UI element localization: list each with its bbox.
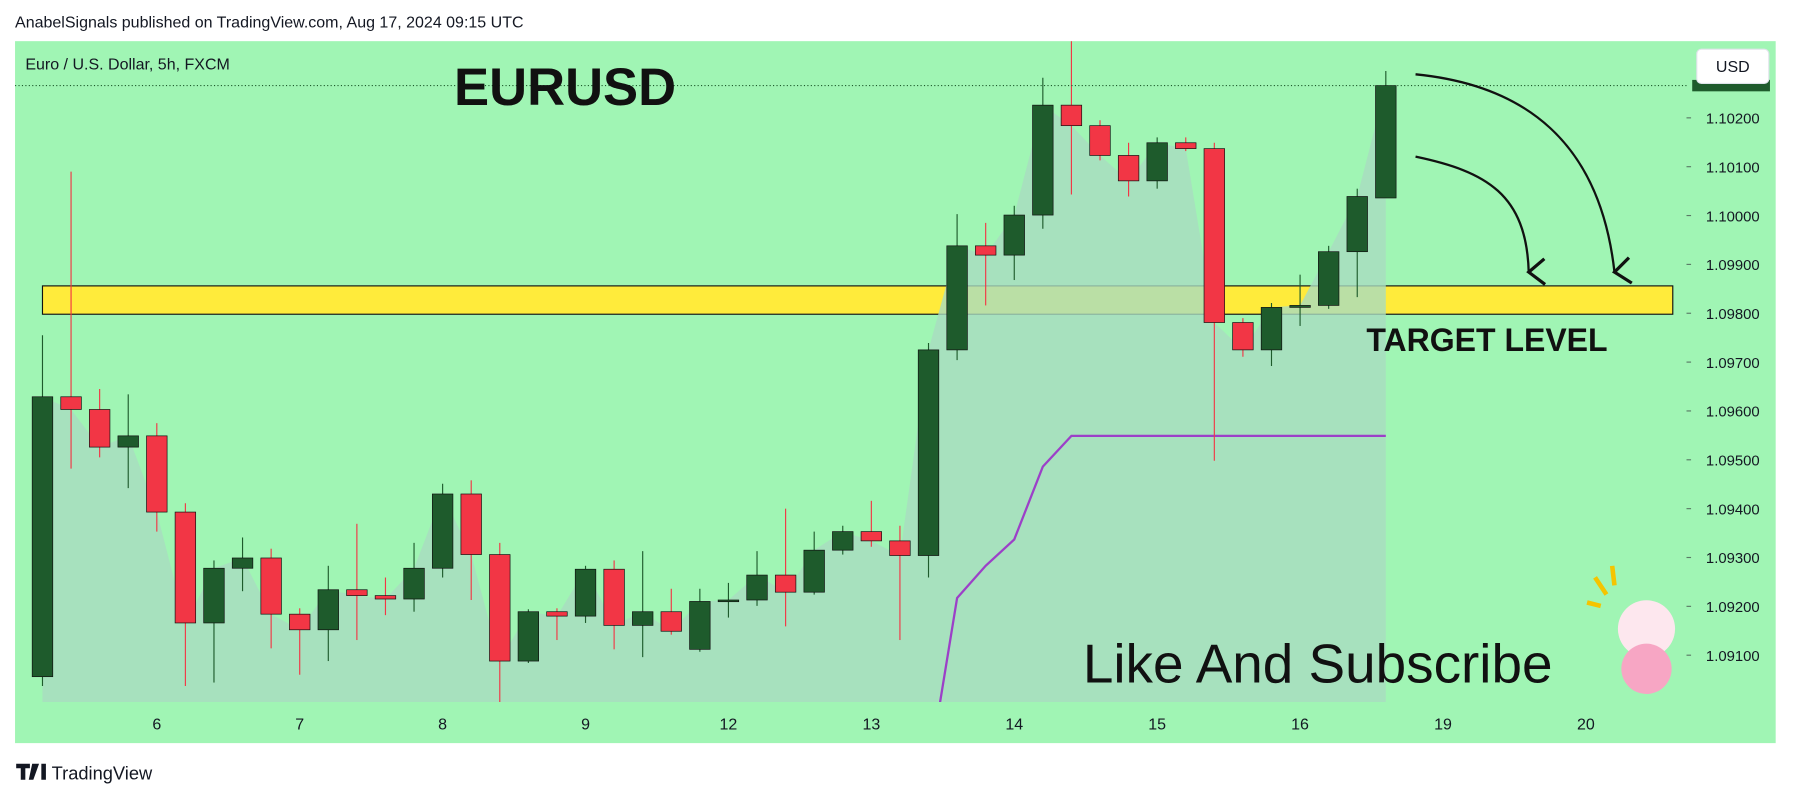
candle-body	[174, 511, 197, 624]
candle-body	[546, 611, 568, 617]
candle-body	[860, 531, 882, 542]
y-tick-label: 1.09900	[1706, 258, 1760, 274]
candle-body	[289, 613, 311, 631]
x-tick-label: 16	[1291, 716, 1309, 733]
candle-body	[260, 557, 282, 615]
currency-button[interactable]	[1696, 48, 1770, 85]
x-tick-label: 8	[438, 716, 447, 733]
candle-body	[803, 549, 825, 593]
candle-body	[632, 611, 654, 626]
annotation: TARGET LEVEL	[1366, 322, 1607, 358]
candle-body	[717, 599, 740, 603]
candle-body	[1289, 305, 1311, 308]
footer-brand: TradingView	[52, 763, 153, 784]
y-tick-label: 1.09400	[1706, 502, 1760, 518]
y-tick-label: 1.09100	[1706, 649, 1760, 665]
candle-body	[489, 554, 511, 662]
close-area	[42, 85, 1386, 702]
candle-body	[460, 493, 482, 555]
annotation: Like And Subscribe	[1083, 633, 1553, 695]
x-tick-label: 14	[1005, 716, 1023, 733]
candle-body	[1175, 142, 1197, 149]
candle-body	[689, 601, 711, 650]
y-tick-label: 1.09200	[1706, 600, 1760, 616]
x-tick-label: 7	[295, 716, 304, 733]
candle-body	[517, 611, 540, 662]
candle-body	[374, 595, 397, 600]
candle-body	[917, 349, 940, 556]
x-tick-label: 12	[720, 716, 738, 733]
x-tick-label: 15	[1148, 716, 1166, 733]
candle-body	[832, 531, 854, 551]
candle-body	[1375, 85, 1397, 199]
candle-body	[1260, 307, 1283, 351]
x-tick-label: 19	[1434, 716, 1452, 733]
mascot	[1586, 565, 1676, 694]
target-zone	[41, 285, 1674, 315]
candle-body	[117, 435, 139, 448]
candle-body	[1146, 142, 1168, 182]
candle-body	[346, 589, 368, 596]
candle-body	[317, 589, 339, 631]
candle-body	[431, 493, 454, 569]
y-tick-label: 1.09500	[1706, 454, 1760, 470]
candle-body	[1060, 104, 1083, 127]
chart-title: EURUSD	[454, 58, 676, 117]
symbol-info: Euro / U.S. Dollar, 5h, FXCM	[25, 57, 230, 74]
candle-body	[774, 574, 797, 593]
x-tick-label: 13	[862, 716, 880, 733]
last-price-tag	[1692, 79, 1770, 92]
arrow	[1415, 73, 1633, 285]
y-tick-label: 1.10200	[1706, 112, 1760, 128]
tv-logo	[16, 763, 46, 780]
candle-body	[1117, 155, 1140, 182]
currency-label: USD	[1716, 59, 1750, 76]
candle-body	[603, 568, 625, 626]
candle-body	[975, 245, 997, 256]
candle-body	[1203, 148, 1225, 323]
candle-body	[1089, 125, 1111, 156]
y-tick-label: 1.10000	[1706, 209, 1760, 225]
candle-body	[574, 568, 597, 617]
candle-body	[660, 611, 682, 632]
candle-body	[60, 396, 82, 410]
indicator-line	[938, 434, 1386, 702]
candle-body	[1232, 322, 1254, 351]
y-tick-label: 1.09600	[1706, 405, 1760, 421]
candle-body	[1346, 196, 1368, 253]
candle-body	[146, 435, 168, 513]
y-tick-label: 1.09300	[1706, 551, 1760, 567]
arrow	[1415, 155, 1547, 286]
candle-body	[89, 409, 111, 448]
y-tick-label: 1.09700	[1706, 356, 1760, 372]
candle-body	[1318, 251, 1340, 306]
candle-body	[231, 557, 254, 569]
y-tick-label: 1.10100	[1706, 160, 1760, 176]
candle-body	[889, 540, 911, 556]
candle-body	[746, 574, 768, 601]
publish-header: AnabelSignals published on TradingView.c…	[15, 14, 524, 31]
x-tick-label: 6	[152, 716, 161, 733]
x-tick-label: 9	[581, 716, 590, 733]
candle-body	[1032, 104, 1054, 216]
candle-body	[203, 567, 225, 624]
candle-body	[403, 567, 425, 600]
candle-body	[946, 245, 968, 351]
y-tick-label: 1.09800	[1706, 307, 1760, 323]
candle-body	[31, 396, 54, 678]
x-tick-label: 20	[1577, 716, 1595, 733]
candle-body	[1003, 214, 1025, 256]
